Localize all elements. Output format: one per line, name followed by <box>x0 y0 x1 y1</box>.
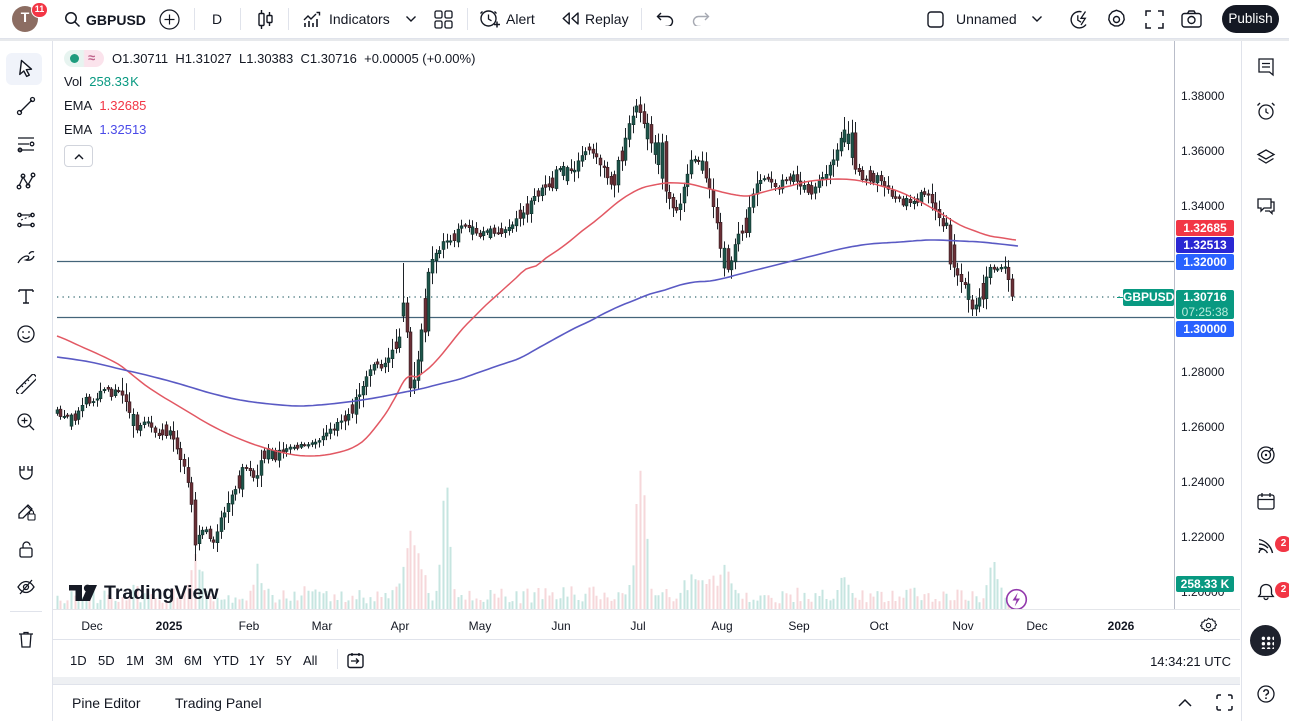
svg-text:TradingView: TradingView <box>104 582 219 604</box>
